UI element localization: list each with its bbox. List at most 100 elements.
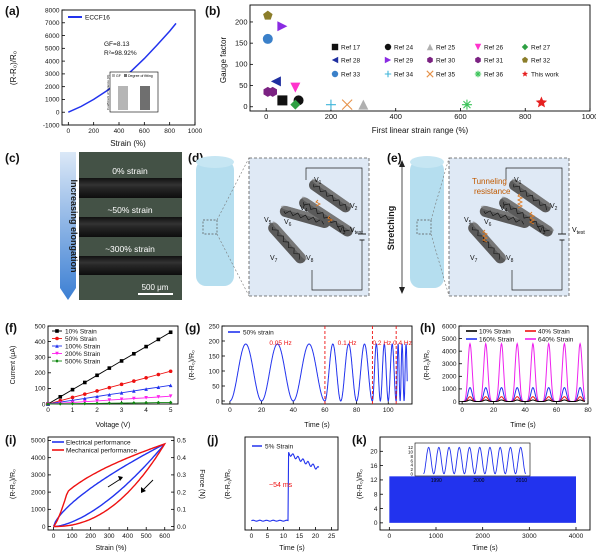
f-point-4-10: [168, 400, 173, 405]
panel-j-label: (j): [207, 433, 218, 447]
panel-h-ylabel: (R-R₀)/R₀: [424, 350, 431, 380]
panel-c-label: (c): [5, 151, 20, 165]
b-legend-label-8: Ref 31: [484, 57, 504, 64]
f-legend-marker-0: [55, 329, 59, 333]
b-legend-label-2: Ref 25: [436, 44, 456, 51]
k-inset-xtick-1: 2000: [473, 478, 484, 484]
g-freq-3: 0.4 Hz: [393, 340, 412, 347]
h-ytick-2: 2000: [442, 374, 457, 381]
panel-a-ylabel: (R-R₀)/R₀: [9, 51, 18, 85]
f-legend-label-2: 100% Strain: [65, 343, 101, 350]
i-xtick-4: 400: [122, 533, 133, 540]
panel-i-ylabel2: Force (N): [198, 469, 205, 499]
b-xtick-0: 0: [264, 112, 268, 121]
panel-h-axes: [458, 325, 589, 405]
b-legend-marker-0: [331, 43, 339, 51]
b-legend-label-14: This work: [531, 71, 560, 78]
tunneling-text-1: Tunneling: [472, 177, 507, 186]
i-xtick-1: 100: [67, 533, 78, 540]
b-point-13: [461, 99, 472, 110]
b-legend-marker-3: [474, 43, 482, 51]
b-legend-marker-6: [384, 56, 392, 64]
a-ytick-1: 0: [56, 110, 60, 117]
f-point-3-6: [119, 397, 124, 402]
vtest-d: Vtest: [350, 227, 363, 236]
f-point-4-8: [144, 400, 148, 405]
a-xtick-0: 0: [67, 128, 71, 135]
panel-i-ticks: 0 100 200 300 400 500 600 0 1000 2000 3000 4000 5000…: [31, 438, 186, 540]
f-point-1-2: [70, 395, 75, 400]
panel-g-freq-labels: 0.05 Hz 0.1 Hz 0.2 Hz 0.4 Hz: [269, 340, 412, 347]
e-net-node-6: V6: [484, 219, 492, 228]
inset-legend-fit: Degree of fitting: [128, 74, 153, 78]
f-point-2-8: [144, 387, 148, 391]
f-ytick-5: 500: [35, 323, 46, 330]
b-ytick-1: 50: [239, 81, 247, 90]
panel-k-axes: [379, 436, 591, 531]
h-ytick-4: 4000: [442, 348, 457, 355]
e-net-node-2: V2: [550, 203, 558, 212]
i-y2tick-4: 0.4: [177, 455, 186, 462]
panel-f-xlabel: Voltage (V): [96, 422, 131, 429]
i-ytick-0: 0: [42, 524, 46, 531]
f-point-4-3: [82, 401, 87, 406]
k-inset-xtick-2: 2010: [516, 478, 527, 484]
j-xtick-3: 15: [296, 533, 304, 540]
panel-a-label: (a): [5, 4, 20, 18]
f-ytick-1: 100: [35, 386, 46, 393]
panel-b-ylabel: Gauge factor: [219, 37, 228, 84]
f-point-1-5: [107, 385, 112, 390]
k-ytick-5: 20: [370, 449, 378, 456]
b-legend-marker-13: [474, 70, 482, 78]
b-legend-marker-14: [522, 70, 528, 77]
elongation-arrow: [60, 152, 76, 300]
b-point-2: [358, 99, 369, 110]
h-xtick-2: 40: [521, 407, 529, 414]
f-point-3-10: [168, 394, 173, 398]
g-xtick-3: 60: [321, 407, 329, 414]
b-xtick-3: 600: [454, 112, 467, 121]
g-xtick-1: 20: [258, 407, 266, 414]
a-ytick-3: 2000: [45, 84, 60, 91]
panel-c: (c) Increasing elongation 0% strain ~50%…: [5, 151, 182, 300]
panel-e: (e) Stretching V1 V2 V3 V4 V5 V6 V7 V8 Tunnelin…: [386, 151, 585, 297]
panel-b: (b) 0 200 400 600 800 1000 0 50 100 150 200 First …: [205, 4, 596, 135]
h-xtick-3: 60: [553, 407, 561, 414]
g-ytick-0: 0: [216, 398, 220, 405]
h-ytick-1: 1000: [442, 386, 457, 393]
d-net-node-3: V3: [338, 227, 346, 236]
i-y2tick-3: 0.3: [177, 472, 186, 479]
e-net-node-1: V1: [514, 177, 522, 186]
b-legend-label-4: Ref 27: [531, 44, 551, 51]
a-ytick-0: -1000: [43, 122, 60, 129]
i-xtick-6: 600: [159, 533, 170, 540]
b-point-11: [325, 99, 336, 110]
b-legend-marker-8: [475, 56, 481, 64]
f-point-2-3: [82, 396, 87, 401]
b-legend-label-13: Ref 36: [484, 71, 504, 78]
panel-g-ylabel: (R-R₀)/R₀: [189, 350, 196, 380]
b-legend-marker-2: [426, 43, 434, 51]
loop-arrow-down: [141, 479, 154, 492]
f-point-1-8: [144, 375, 148, 380]
h-xtick-0: 0: [460, 407, 464, 414]
j-xtick-1: 5: [266, 533, 270, 540]
b-legend-marker-1: [384, 43, 392, 51]
panel-i-xlabel: Strain (%): [95, 545, 126, 552]
a-ytick-9: 8000: [45, 7, 60, 14]
f-xtick-0: 0: [46, 407, 50, 414]
inset-bar-fit: [140, 86, 150, 110]
f-point-0-7: [132, 351, 136, 356]
f-ytick-3: 300: [35, 355, 46, 362]
panel-b-legend: Ref 17 Ref 24 Ref 25 Ref 26 Ref 27 Ref 28 Ref …: [331, 43, 560, 78]
g-ytick-3: 150: [209, 353, 220, 360]
h-xtick-4: 80: [584, 407, 592, 414]
b-point-9: [263, 10, 273, 20]
panel-f-ylabel: Current (μA): [10, 346, 17, 385]
tunneling-text-2: resistance: [474, 187, 511, 196]
b-point-4: [290, 99, 301, 110]
panel-a-legend: ECCF16: [85, 15, 110, 22]
k-inset-xtick-0: 1990: [431, 478, 442, 484]
